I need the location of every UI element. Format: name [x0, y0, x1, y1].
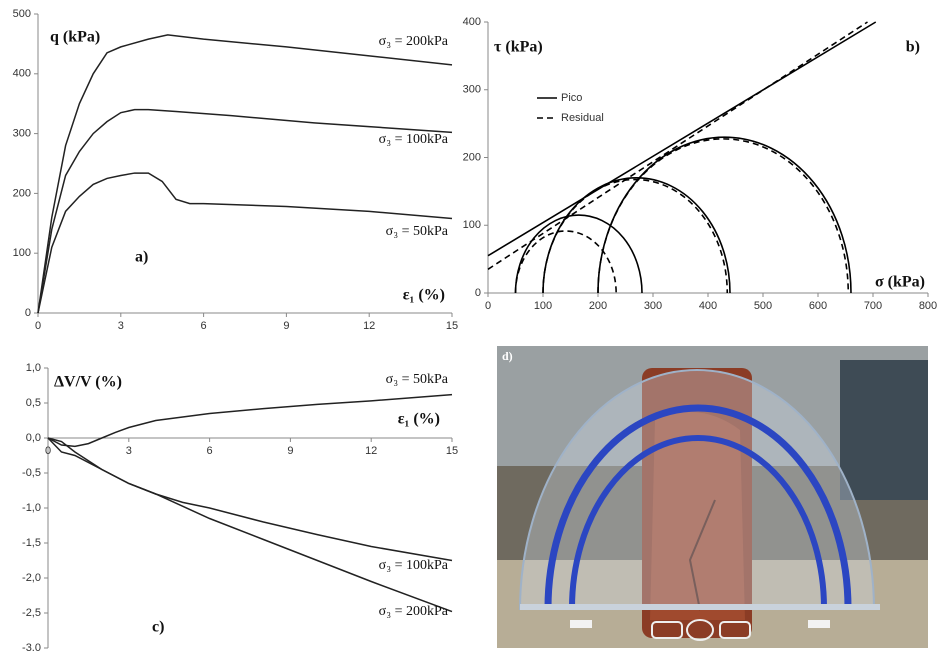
x-tick-label: 0 [485, 300, 491, 312]
data-line [37, 108, 453, 314]
data-line [47, 437, 453, 613]
y-tick-label: 0,0 [26, 432, 41, 444]
y-tick-label: 100 [463, 219, 481, 231]
mohr-circle [514, 214, 643, 294]
x-tick-label: 15 [446, 445, 458, 457]
panel-label: b) [906, 39, 920, 56]
y-tick-label: -2,0 [22, 572, 41, 584]
y-tick-label: 500 [13, 8, 31, 20]
data-line [37, 172, 453, 314]
series-label: σ₃ = 100kPa [379, 558, 449, 573]
photo: d) [497, 346, 928, 648]
y-axis-title: ΔV/V (%) [54, 374, 122, 391]
x-tick-label: 200 [589, 300, 607, 312]
x-tick-label: 9 [287, 445, 293, 457]
y-tick-label: 200 [13, 187, 31, 199]
mohr-circle [597, 136, 852, 294]
x-tick-label: 800 [919, 300, 937, 312]
y-axis-title: τ (kPa) [494, 39, 543, 56]
x-axis-title: σ (kPa) [875, 274, 925, 291]
y-tick-label: -1,5 [22, 537, 41, 549]
y-tick-label: -1,0 [22, 502, 41, 514]
x-tick-label: 6 [207, 445, 213, 457]
data-line [47, 437, 453, 562]
y-tick-label: 400 [463, 16, 481, 28]
data-line [37, 34, 453, 314]
y-tick-label: 1,0 [26, 362, 41, 374]
series-label: σ₃ = 100kPa [379, 132, 449, 147]
series-label: σ₃ = 50kPa [386, 224, 449, 239]
x-tick-label: 3 [126, 445, 132, 457]
x-tick-label: 0 [45, 445, 51, 457]
x-tick-label: 500 [754, 300, 772, 312]
mohr-circle [542, 178, 729, 294]
y-tick-label: -0,5 [22, 467, 41, 479]
x-tick-label: 100 [534, 300, 552, 312]
x-tick-label: 12 [363, 320, 375, 332]
y-tick-label: 200 [463, 151, 481, 163]
y-tick-label: -3,0 [22, 642, 41, 651]
y-tick-label: 0 [475, 287, 481, 299]
series-label: σ₃ = 50kPa [386, 372, 449, 387]
failure-envelope [487, 21, 877, 257]
mohr-circle [542, 177, 731, 294]
y-tick-label: 400 [13, 68, 31, 80]
x-tick-label: 15 [446, 320, 458, 332]
y-axis-title: q (kPa) [50, 29, 100, 46]
x-tick-label: 400 [699, 300, 717, 312]
mohr-circle [597, 138, 850, 294]
y-tick-label: 0 [25, 307, 31, 319]
failure-envelope [487, 21, 868, 270]
series-label: σ₃ = 200kPa [379, 34, 449, 49]
panel-label: c) [152, 619, 164, 636]
series-label: σ₃ = 200kPa [379, 604, 449, 619]
x-tick-label: 12 [365, 445, 377, 457]
data-line [47, 393, 453, 448]
x-tick-label: 0 [35, 320, 41, 332]
y-tick-label: 300 [13, 128, 31, 140]
x-tick-label: 700 [864, 300, 882, 312]
x-tick-label: 300 [644, 300, 662, 312]
y-tick-label: 0,5 [26, 397, 41, 409]
panel-label: a) [135, 249, 148, 266]
x-axis-title: ε₁ (%) [403, 287, 445, 304]
y-tick-label: 100 [13, 247, 31, 259]
photo-label: d) [502, 349, 513, 363]
x-tick-label: 6 [201, 320, 207, 332]
y-tick-label: 300 [463, 84, 481, 96]
legend-label: Pico [561, 92, 582, 104]
x-tick-label: 600 [809, 300, 827, 312]
x-axis-title: ε₁ (%) [398, 411, 440, 428]
x-tick-label: 9 [283, 320, 289, 332]
x-tick-label: 3 [118, 320, 124, 332]
legend-label: Residual [561, 112, 604, 124]
y-tick-label: -2,5 [22, 607, 41, 619]
